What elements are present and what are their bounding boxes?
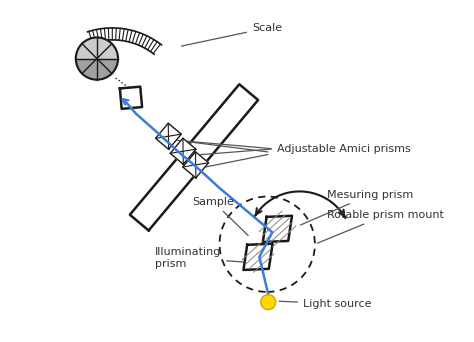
Text: Sample: Sample [192,197,248,236]
Text: Adjustable Amici prisms: Adjustable Amici prisms [277,144,411,154]
Circle shape [261,295,276,310]
Polygon shape [244,244,273,270]
Wedge shape [76,38,118,58]
Polygon shape [120,87,142,109]
Text: Rotable prism mount: Rotable prism mount [318,210,444,243]
Wedge shape [76,58,118,80]
Polygon shape [170,138,196,164]
Polygon shape [263,216,292,242]
Text: Light source: Light source [279,299,372,309]
Text: Illuminating
prism: Illuminating prism [155,247,244,269]
Text: Scale: Scale [182,23,282,46]
Polygon shape [155,123,181,149]
Polygon shape [183,152,209,178]
Polygon shape [130,84,258,231]
Text: Mesuring prism: Mesuring prism [301,190,413,225]
